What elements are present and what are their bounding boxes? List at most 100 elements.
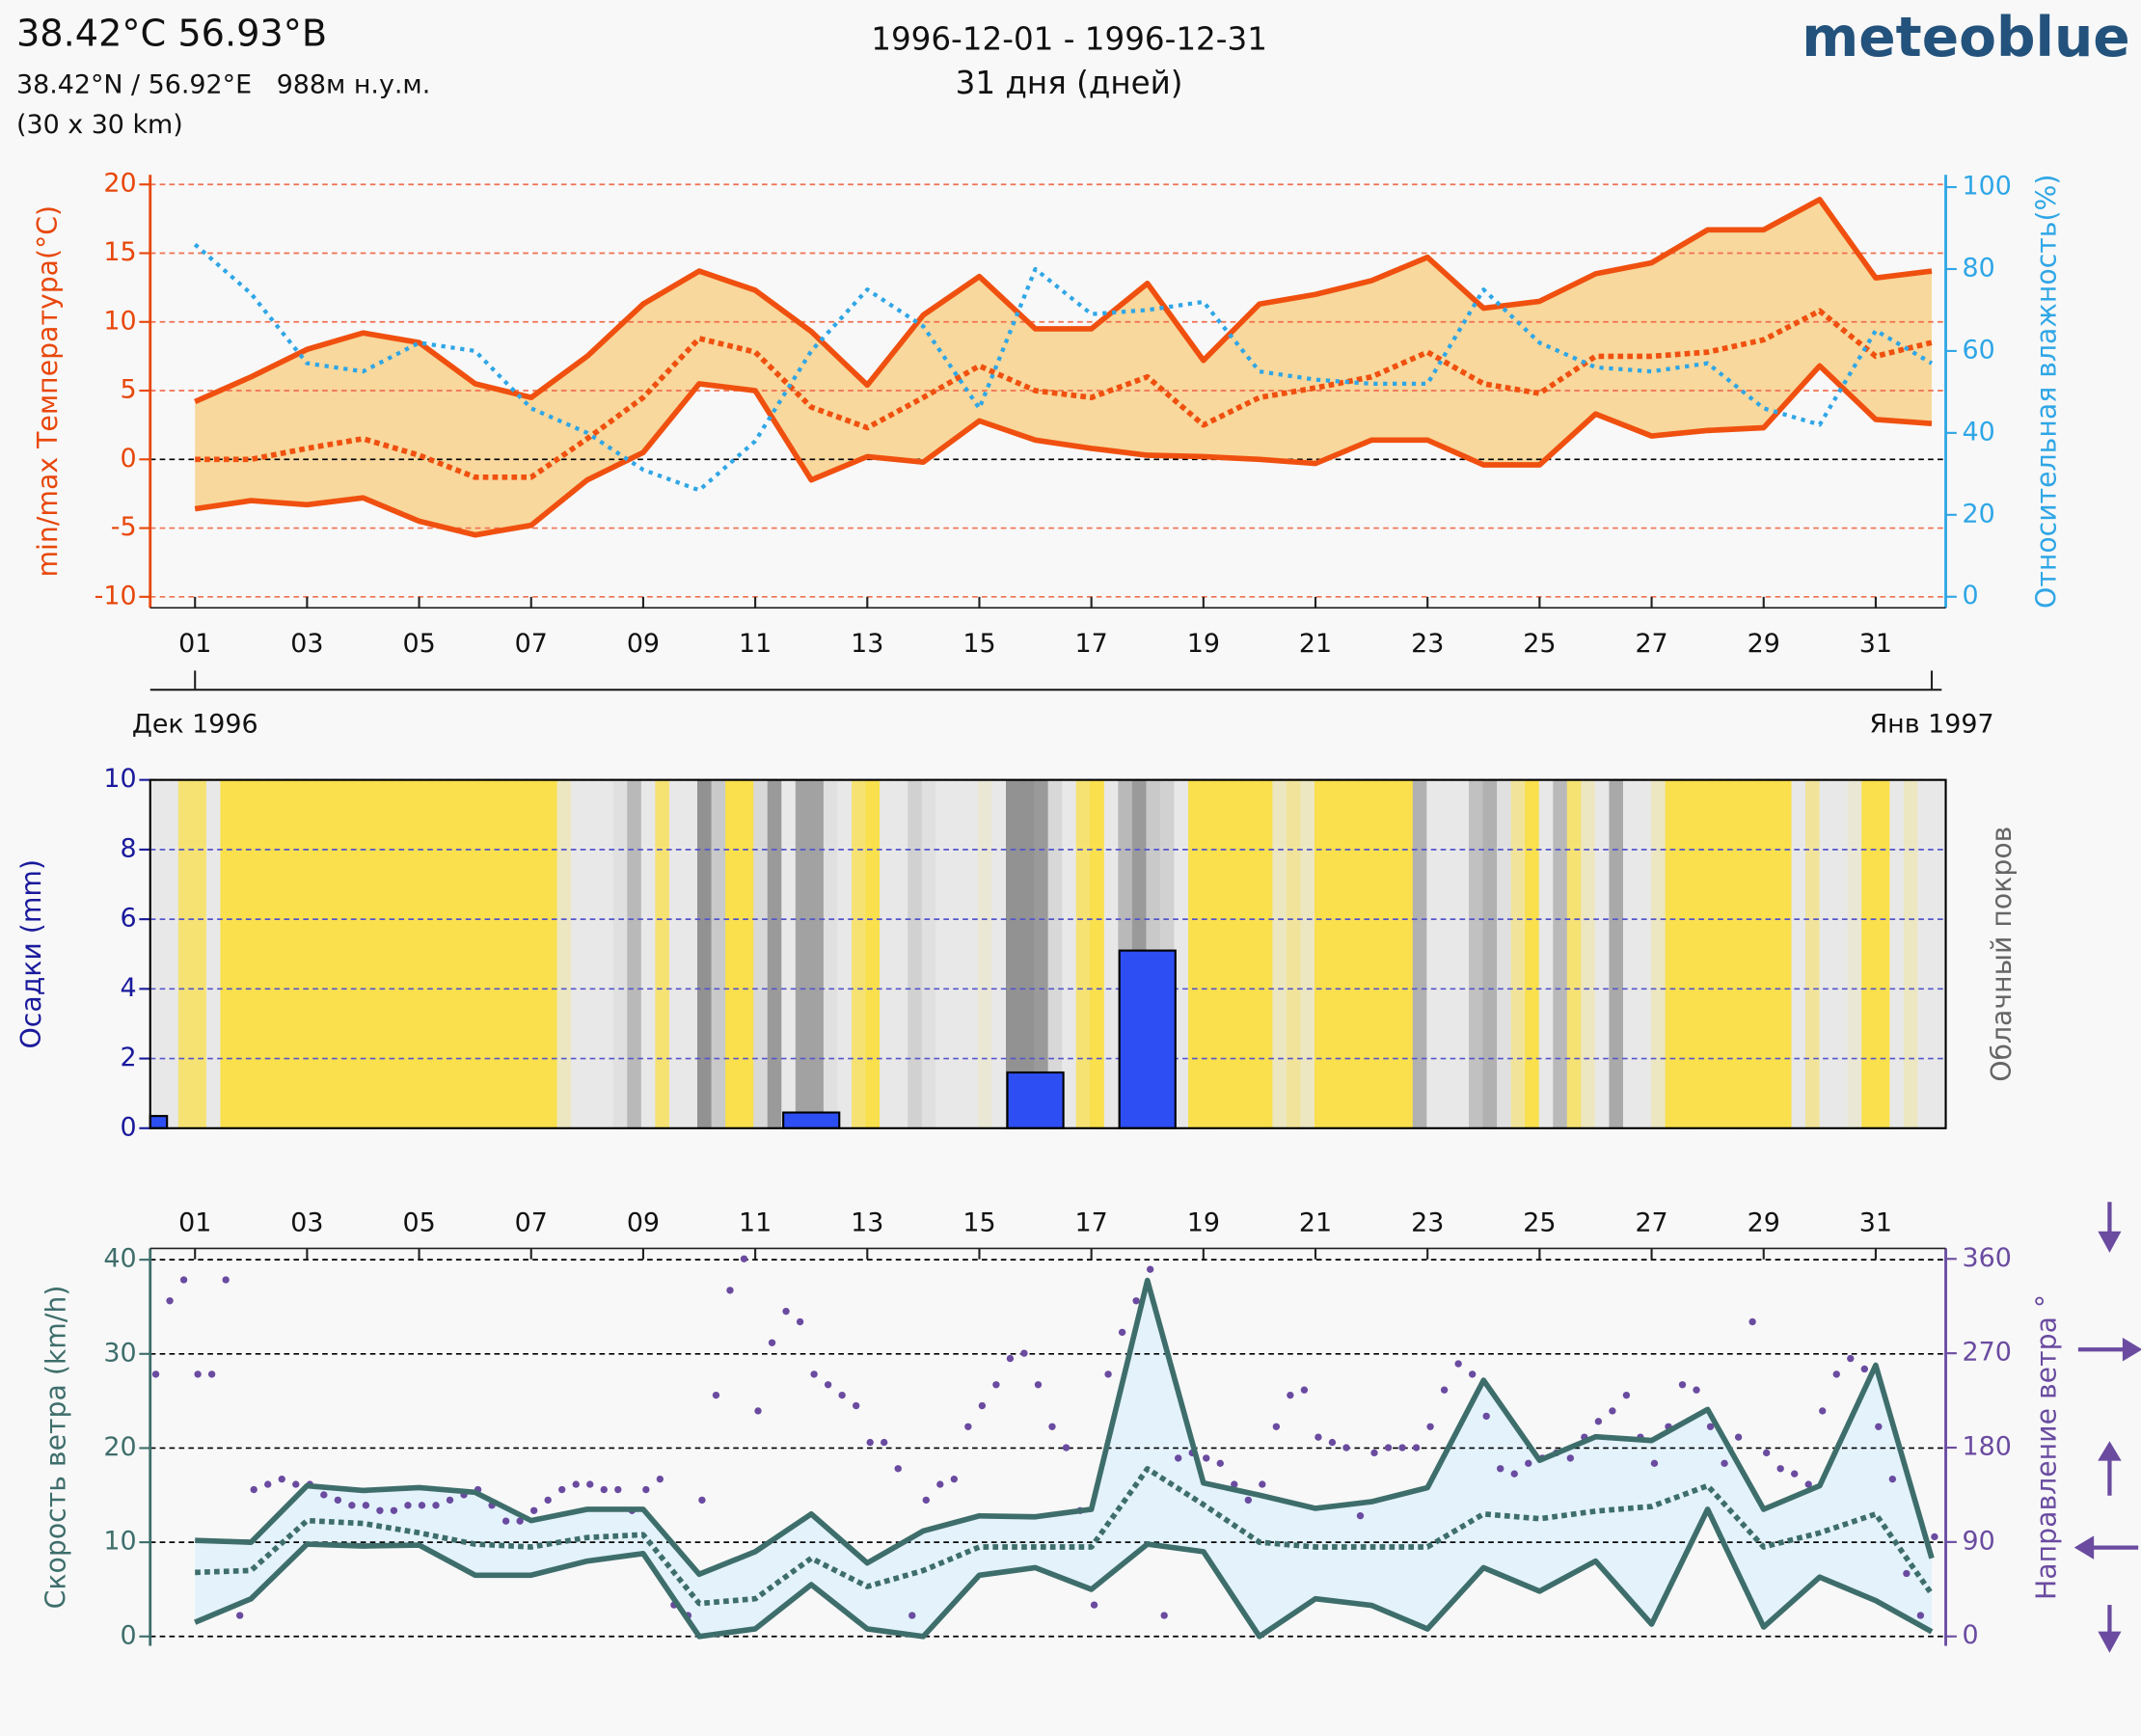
direction-point [1594,1418,1603,1425]
cloud-cover-cell [627,779,642,1128]
cloud-cover-cell [571,779,586,1128]
y2-tick-label: 80 [1963,253,1995,283]
x-tick-label: 27 [1635,1207,1667,1237]
direction-point [726,1287,734,1294]
direction-point [362,1502,370,1509]
x-tick-label: 19 [1187,1207,1220,1237]
direction-point [1398,1444,1406,1451]
direction-point [1356,1512,1365,1520]
cloud-cover-cell [389,779,404,1128]
y-tick-label: 0 [120,1620,136,1650]
y2-axis-label: Направление ветра ° [2031,1294,2063,1600]
direction-point [1622,1391,1631,1399]
direction-point [1216,1459,1224,1468]
cloud-cover-cell [1440,779,1456,1128]
cloud-cover-cell [1594,779,1611,1128]
cloud-cover-cell [1342,779,1358,1128]
cloud-cover-cell [908,779,923,1128]
direction-point [908,1612,916,1619]
cloud-cover-cell [599,779,614,1128]
direction-point [292,1480,300,1488]
cloud-cover-cell [1482,779,1498,1128]
cloud-cover-cell [1468,779,1484,1128]
cloud-cover-cell [346,779,362,1128]
direction-point [1231,1480,1238,1488]
direction-point [1609,1407,1616,1415]
cloud-cover-cell [1707,779,1722,1128]
arrow-head [2122,1337,2141,1362]
resolution: (30 x 30 km) [16,110,183,140]
layer: 0 2 4 6 8 10 Осадки (mm) Облачный покров [15,764,2018,1142]
cloud-cover-cell [683,779,698,1128]
cloud-cover-cell [1412,779,1428,1128]
cloud-cover-cell [977,779,993,1128]
y-tick-label: -5 [111,512,137,542]
y2-tick-label: 90 [1963,1526,1995,1556]
cloud-cover-cell [318,779,334,1128]
cloud-cover-cell [430,779,447,1128]
direction-point [390,1506,398,1514]
direction-point [796,1317,804,1326]
cloud-cover-cell [963,779,979,1128]
x-tick-label: 13 [851,629,883,659]
cloud-cover-cell [1272,779,1287,1128]
direction-point [1104,1370,1112,1378]
cloud-cover-cell [1356,779,1372,1128]
cloud-cover-cell [753,779,769,1128]
cloud-cover-cell [1679,779,1694,1128]
cloud-cover-cell [1019,779,1035,1128]
direction-point [1791,1470,1799,1478]
cloud-cover-cell [1426,779,1442,1128]
cloud-cover-cell [1103,779,1120,1128]
cloud-cover-cell [192,779,207,1128]
direction-point [1721,1459,1728,1468]
x-tick-label: 31 [1859,629,1892,659]
x-tick-label: 11 [739,1207,772,1237]
direction-point [1118,1328,1126,1337]
x-tick-label: 13 [851,1207,883,1237]
cloud-cover-cell [697,779,713,1128]
cloud-cover-cell [149,779,166,1128]
cloud-cover-cell [1525,779,1540,1128]
y-tick-label: 6 [120,904,136,934]
direction-point [1847,1354,1855,1363]
cloud-cover-cell [809,779,825,1128]
cloud-cover-cell [991,779,1007,1128]
y-axis-label: min/max Температура(°C) [32,205,64,578]
y-tick-label: 8 [120,833,136,863]
direction-point [1706,1423,1715,1430]
cloud-cover-cell [1047,779,1064,1128]
y2-tick-label: 270 [1963,1338,2012,1368]
direction-point [656,1475,664,1483]
direction-point [754,1407,762,1415]
direction-point [1342,1444,1350,1451]
direction-point [1048,1423,1056,1430]
direction-point [194,1370,202,1378]
cloud-cover-cell [445,779,460,1128]
direction-point [950,1475,959,1483]
direction-point [278,1475,285,1483]
cloud-cover-cell [458,779,474,1128]
layer [193,197,1934,538]
x-tick-label: 29 [1748,629,1780,659]
cloud-cover-cell [1510,779,1527,1128]
x-tick-label: 23 [1411,629,1444,659]
cloud-cover-cell [1553,779,1568,1128]
direction-point [1384,1444,1393,1451]
direction-point [516,1517,524,1525]
direction-point [1146,1265,1154,1273]
direction-point [1678,1381,1687,1389]
direction-point [1804,1480,1812,1488]
direction-point [1693,1386,1700,1394]
cloud-cover-cell [1188,779,1204,1128]
cloud-cover-cell [1735,779,1750,1128]
range-band [195,199,1933,535]
y-axis-label: Скорость ветра (km/h) [40,1286,71,1610]
direction-point [852,1401,860,1410]
x-tick-label: 01 [178,629,211,659]
y-tick-label: 10 [103,1527,136,1557]
direction-point [1300,1386,1309,1394]
x-tick-label: 07 [515,629,548,659]
